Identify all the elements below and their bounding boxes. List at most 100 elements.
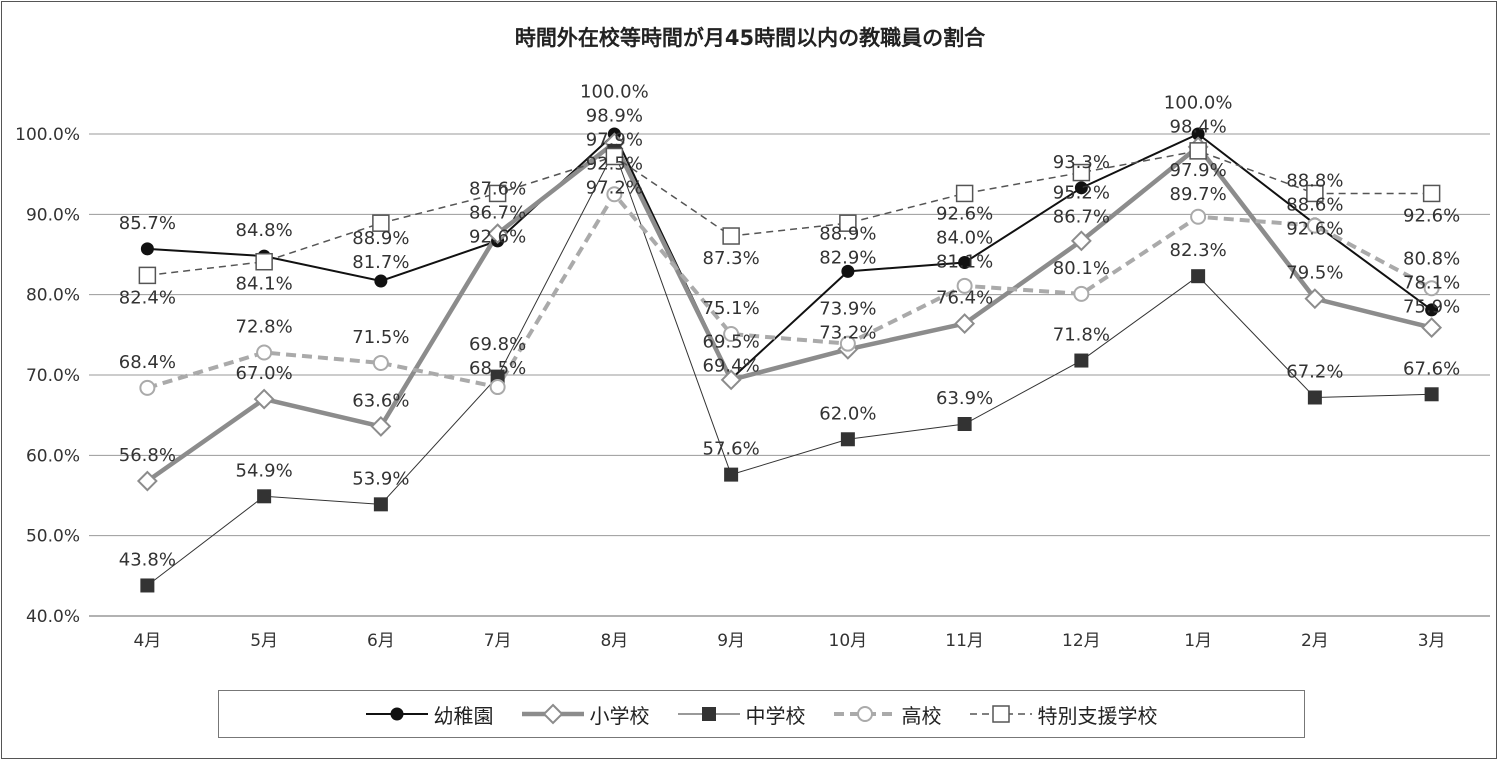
legend-label: 特別支援学校 xyxy=(1037,703,1158,728)
data-point xyxy=(1074,181,1088,195)
x-tick-label: 1月 xyxy=(1184,631,1212,651)
data-point xyxy=(1307,390,1322,405)
data-label: 69.5% xyxy=(703,331,760,352)
data-point xyxy=(372,354,389,371)
data-label: 53.9% xyxy=(352,468,409,489)
data-label: 88.6% xyxy=(1286,194,1343,215)
data-point xyxy=(1190,208,1207,225)
data-label: 85.7% xyxy=(119,213,176,234)
data-point xyxy=(954,313,976,335)
data-label: 75.9% xyxy=(1403,297,1460,318)
data-label: 100.0% xyxy=(1164,92,1233,113)
data-point xyxy=(958,256,972,270)
data-label: 88.8% xyxy=(1286,170,1343,191)
data-label: 73.2% xyxy=(819,322,876,343)
legend-label: 幼稚園 xyxy=(433,703,494,728)
series-line xyxy=(147,132,1433,381)
data-point xyxy=(138,266,157,285)
data-label: 86.7% xyxy=(1053,207,1110,228)
data-label: 80.8% xyxy=(1403,249,1460,270)
series-points-3 xyxy=(139,186,1440,396)
data-point xyxy=(840,432,855,447)
data-label: 43.8% xyxy=(119,549,176,570)
data-label: 97.9% xyxy=(1170,160,1227,181)
data-point xyxy=(722,227,740,245)
legend-item: 幼稚園 xyxy=(365,700,494,729)
series-points-2 xyxy=(140,143,1439,593)
data-point xyxy=(1306,217,1323,234)
data-point xyxy=(1421,317,1443,339)
x-tick-label: 11月 xyxy=(945,631,984,651)
data-label: 95.2% xyxy=(1053,183,1110,204)
data-point xyxy=(257,489,272,504)
data-label: 71.5% xyxy=(352,327,409,348)
data-point xyxy=(1073,285,1090,302)
data-label: 82.3% xyxy=(1170,240,1227,261)
data-point xyxy=(372,214,390,232)
data-label: 57.6% xyxy=(703,439,760,460)
data-point xyxy=(956,277,973,294)
legend-label: 中学校 xyxy=(745,703,806,728)
data-point xyxy=(255,252,273,271)
legend-label: 小学校 xyxy=(589,703,650,728)
data-point xyxy=(140,242,154,256)
x-tick-label: 4月 xyxy=(133,631,161,651)
data-point xyxy=(1423,280,1440,297)
legend-swatch xyxy=(969,705,1032,723)
data-label: 89.7% xyxy=(1170,184,1227,205)
data-label: 98.9% xyxy=(586,105,643,126)
data-point xyxy=(488,184,507,203)
data-label: 92.5% xyxy=(586,153,643,174)
data-point xyxy=(606,186,623,203)
data-point xyxy=(841,264,855,278)
data-label: 80.1% xyxy=(1053,258,1110,279)
data-point xyxy=(390,707,403,721)
data-point xyxy=(991,705,1010,723)
y-tick-label: 80.0% xyxy=(26,286,80,306)
legend-swatch xyxy=(833,706,896,722)
legend-item: 高校 xyxy=(833,700,942,729)
data-point xyxy=(542,703,563,725)
data-point xyxy=(489,379,506,396)
data-label: 71.8% xyxy=(1053,325,1110,346)
series-points-1 xyxy=(136,132,1443,492)
data-point xyxy=(1304,288,1326,310)
series-points-0 xyxy=(140,127,1439,386)
series-1 xyxy=(146,139,1433,483)
data-point xyxy=(1072,163,1091,182)
data-point xyxy=(701,707,716,721)
data-point xyxy=(1070,230,1092,252)
data-label: 88.9% xyxy=(819,223,876,244)
data-label: 87.6% xyxy=(469,179,526,200)
legend-swatch xyxy=(365,707,428,721)
series-line xyxy=(147,149,1432,586)
data-label: 69.8% xyxy=(469,334,526,355)
data-label: 93.3% xyxy=(1053,152,1110,173)
series-points-4 xyxy=(138,142,1441,285)
series-line xyxy=(147,150,1432,277)
data-label: 68.5% xyxy=(469,358,526,379)
data-label: 87.3% xyxy=(703,248,760,269)
data-label: 67.2% xyxy=(1286,361,1343,382)
data-label: 56.8% xyxy=(119,445,176,466)
x-tick-label: 7月 xyxy=(484,631,512,651)
data-point xyxy=(370,415,392,437)
y-tick-label: 90.0% xyxy=(26,205,80,225)
data-point xyxy=(839,335,856,352)
data-label: 82.9% xyxy=(819,247,876,268)
data-label: 69.4% xyxy=(703,355,760,376)
x-tick-label: 12月 xyxy=(1062,631,1101,651)
legend: 幼稚園 小学校 中学校 高校 特別支援学校 xyxy=(218,690,1305,738)
data-label: 54.9% xyxy=(236,460,293,481)
data-point xyxy=(374,274,388,288)
data-point xyxy=(487,223,509,245)
data-label: 84.1% xyxy=(236,274,293,295)
chart-title: 時間外在校等時間が月45時間以内の教職員の割合 xyxy=(514,26,986,50)
data-label: 67.6% xyxy=(1403,358,1460,379)
data-point xyxy=(253,388,275,410)
data-label: 86.7% xyxy=(469,203,526,224)
series-line xyxy=(146,190,1433,390)
data-point xyxy=(1425,303,1439,317)
